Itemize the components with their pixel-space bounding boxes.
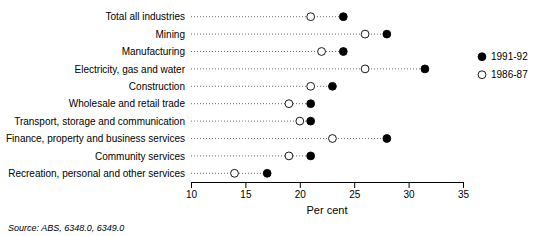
y-tick: Construction — [129, 81, 185, 92]
dot — [307, 82, 315, 90]
dot — [307, 152, 315, 160]
dot — [307, 100, 315, 108]
dot — [296, 117, 304, 125]
x-tick-mark — [354, 182, 355, 188]
x-tick-label: 30 — [404, 189, 416, 200]
x-tick-mark — [300, 182, 301, 188]
y-tick: Mining — [156, 29, 185, 40]
dot — [307, 117, 315, 125]
x-tick-label: 15 — [240, 189, 252, 200]
dot — [361, 30, 369, 38]
legend-marker — [478, 53, 486, 61]
y-tick: Transport, storage and communication — [14, 116, 185, 127]
x-tick-label: 10 — [186, 189, 198, 200]
dot — [329, 82, 337, 90]
guide-line — [191, 138, 387, 139]
series — [263, 13, 429, 177]
plot: 10 15 20 25 30 35 Total all industries Mining Ma… — [6, 11, 469, 216]
legend-marker — [478, 71, 486, 79]
y-tick: Finance, property and business services — [6, 133, 185, 144]
y-tick-label: Manufacturing — [122, 46, 185, 57]
y-tick: Electricity, gas and water — [75, 64, 186, 75]
legend-label: 1991-92 — [491, 51, 528, 62]
dot — [383, 135, 391, 143]
y-tick-label: Construction — [129, 81, 185, 92]
y-tick: Recreation, personal and other services — [8, 168, 185, 179]
dot — [318, 48, 326, 56]
guide-line — [191, 16, 343, 17]
x-axis-line — [192, 183, 464, 189]
dot — [307, 13, 315, 21]
guide-line — [191, 68, 425, 69]
x-tick: 15 — [240, 182, 252, 200]
dot — [383, 30, 391, 38]
x-tick: 35 — [458, 182, 470, 200]
dot — [339, 48, 347, 56]
dot — [285, 100, 293, 108]
y-tick-label: Wholesale and retail trade — [69, 98, 186, 109]
y-tick: Community services — [95, 151, 185, 162]
guide-line — [191, 121, 311, 122]
dot — [231, 169, 239, 177]
y-tick-label: Community services — [95, 151, 185, 162]
legend: 1991-92 1986-87 — [478, 51, 528, 80]
source-note: Source: ABS, 6348.0, 6349.0 — [8, 223, 124, 233]
x-tick-label: 25 — [349, 189, 361, 200]
guide-lines — [191, 17, 425, 174]
dot — [361, 65, 369, 73]
y-tick-label: Recreation, personal and other services — [8, 168, 185, 179]
y-axis: Total all industries Mining Manufacturing E… — [6, 11, 186, 179]
x-tick-label: 35 — [458, 189, 470, 200]
dot — [263, 169, 271, 177]
x-axis: 10 15 20 25 30 35 — [186, 182, 470, 200]
marks — [191, 13, 429, 177]
guide-line — [191, 34, 387, 35]
x-tick: 20 — [295, 182, 307, 200]
x-tick: 30 — [404, 182, 416, 200]
y-tick-label: Mining — [156, 29, 185, 40]
dot — [329, 135, 337, 143]
x-tick-mark — [409, 182, 410, 188]
y-tick-label: Electricity, gas and water — [75, 64, 186, 75]
y-tick: Manufacturing — [122, 46, 185, 57]
y-tick: Wholesale and retail trade — [69, 98, 186, 109]
y-tick-label: Transport, storage and communication — [14, 116, 185, 127]
x-tick-mark — [191, 182, 192, 188]
dot — [339, 13, 347, 21]
x-tick-mark — [245, 182, 246, 188]
y-tick: Total all industries — [106, 11, 185, 22]
chart: 10 15 20 25 30 35 Total all industries Mining Ma… — [0, 0, 534, 236]
x-tick-mark — [463, 182, 464, 188]
legend-label: 1986-87 — [491, 69, 528, 80]
dot — [421, 65, 429, 73]
x-axis-title: Per cent — [307, 204, 348, 216]
x-tick-label: 20 — [295, 189, 307, 200]
y-tick-label: Total all industries — [106, 11, 185, 22]
legend-item: 1991-92 — [478, 51, 528, 62]
legend-item: 1986-87 — [478, 69, 528, 80]
x-tick: 25 — [349, 182, 361, 200]
dot — [285, 152, 293, 160]
x-tick: 10 — [186, 182, 198, 200]
guide-line — [191, 173, 267, 174]
series — [231, 13, 369, 177]
y-tick-label: Finance, property and business services — [6, 133, 185, 144]
